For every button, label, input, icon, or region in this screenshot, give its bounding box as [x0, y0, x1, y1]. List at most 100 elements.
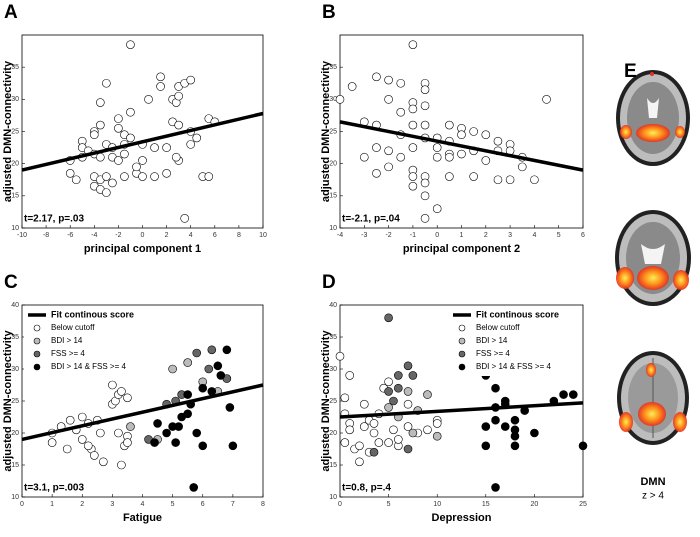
point: [372, 169, 381, 178]
point: [126, 133, 135, 143]
y-tick-label: 30: [11, 366, 19, 373]
point: [174, 422, 183, 431]
point: [420, 120, 430, 130]
point: [394, 435, 403, 444]
x-tick-label: 0: [338, 501, 342, 508]
point: [491, 415, 500, 425]
image-title: DMN: [640, 476, 665, 488]
point: [481, 441, 491, 451]
x-tick-label: 5: [171, 501, 175, 508]
point: [77, 412, 87, 422]
y-tick-label: 30: [11, 96, 19, 103]
y-axis-label: adjusted DMN-connectivity: [2, 330, 14, 472]
x-tick-label: 10: [259, 232, 267, 239]
point: [168, 364, 177, 374]
point: [568, 390, 578, 399]
point: [500, 422, 510, 431]
x-tick-label: -2: [115, 232, 121, 239]
point: [355, 441, 364, 451]
x-axis-label: Fatigue: [123, 512, 162, 524]
x-tick-label: 6: [581, 232, 585, 239]
point: [156, 82, 165, 91]
y-tick-label: 15: [329, 193, 337, 200]
point: [389, 396, 398, 406]
x-tick-label: -3: [361, 232, 367, 239]
point: [384, 313, 393, 323]
point: [138, 172, 147, 181]
point: [359, 152, 369, 162]
x-tick-label: 8: [237, 232, 241, 239]
x-tick-label: 0: [20, 501, 24, 508]
point: [517, 162, 527, 172]
point: [347, 82, 357, 91]
point: [340, 438, 350, 447]
point: [403, 422, 413, 431]
y-tick-label: 25: [11, 398, 19, 405]
point: [335, 95, 345, 104]
point: [423, 425, 432, 435]
point: [204, 172, 214, 181]
point: [207, 345, 217, 355]
point: [420, 214, 430, 223]
point: [432, 204, 442, 213]
annotation: t=0.8, p=.4: [342, 483, 391, 494]
x-tick-label: 8: [261, 501, 265, 508]
x-tick-label: 1: [50, 501, 54, 508]
point: [171, 438, 180, 447]
x-tick-label: 4: [189, 232, 193, 239]
point: [216, 371, 226, 380]
point: [432, 419, 442, 428]
y-tick-label: 15: [329, 462, 337, 469]
point: [481, 422, 491, 431]
legend-swatch: [458, 324, 466, 332]
point: [65, 415, 75, 425]
point: [62, 444, 72, 454]
fit-line: [339, 120, 584, 172]
y-tick-label: 10: [11, 494, 19, 501]
point: [120, 149, 129, 159]
x-tick-label: 25: [579, 501, 587, 508]
point: [469, 127, 478, 136]
point: [96, 428, 105, 438]
point: [493, 175, 503, 185]
x-axis-label: Depression: [432, 512, 492, 524]
x-axis-label: principal component 2: [403, 243, 520, 255]
y-tick-label: 10: [329, 225, 337, 232]
point: [457, 130, 466, 140]
point: [420, 85, 430, 94]
point: [123, 438, 132, 447]
point: [117, 460, 126, 470]
panel-label: A: [4, 2, 18, 23]
point: [153, 419, 162, 428]
y-tick-label: 15: [11, 462, 19, 469]
panel-label: E: [624, 61, 637, 82]
point: [114, 428, 123, 438]
point: [384, 95, 393, 104]
legend-swatch: [33, 324, 41, 332]
point: [189, 483, 199, 492]
point: [408, 120, 418, 130]
point: [384, 162, 393, 172]
legend-label: Below cutoff: [51, 323, 95, 332]
annotation: t=-2.1, p=.04: [342, 214, 400, 225]
x-tick-label: 3: [508, 232, 512, 239]
point: [117, 387, 126, 396]
point: [530, 428, 539, 438]
y-tick-label: 35: [11, 334, 19, 341]
point: [359, 422, 369, 431]
point: [369, 428, 379, 438]
point: [204, 364, 214, 374]
brain-images: [615, 70, 691, 445]
point: [420, 178, 430, 188]
x-tick-label: 3: [110, 501, 114, 508]
x-axis-label: principal component 1: [84, 243, 201, 255]
legend-box: [449, 307, 581, 376]
point: [192, 348, 202, 358]
x-tick-label: -6: [67, 232, 73, 239]
point: [432, 143, 442, 152]
legend-label: BDI > 14: [476, 336, 508, 345]
x-tick-label: -4: [337, 232, 343, 239]
point: [126, 107, 135, 117]
point: [389, 425, 398, 435]
point: [156, 72, 165, 82]
